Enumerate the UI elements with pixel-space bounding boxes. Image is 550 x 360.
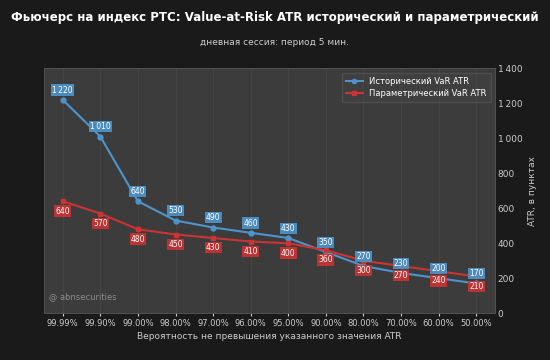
- Text: 400: 400: [281, 248, 295, 257]
- Параметрический VaR ATR: [435, 269, 442, 273]
- Text: 200: 200: [431, 264, 446, 273]
- Text: 450: 450: [168, 240, 183, 249]
- Параметрический VaR ATR: [398, 264, 404, 268]
- Исторический VaR ATR: [285, 236, 292, 240]
- Text: 350: 350: [318, 238, 333, 247]
- Text: 430: 430: [281, 224, 295, 233]
- Text: @ abnsecurities: @ abnsecurities: [48, 292, 116, 301]
- Text: 270: 270: [356, 252, 371, 261]
- Text: 240: 240: [431, 276, 446, 285]
- Параметрический VaR ATR: [322, 248, 329, 252]
- Исторический VaR ATR: [135, 199, 141, 203]
- Параметрический VaR ATR: [248, 239, 254, 244]
- Line: Исторический VaR ATR: Исторический VaR ATR: [60, 98, 478, 286]
- Параметрический VaR ATR: [172, 232, 179, 237]
- Text: 410: 410: [244, 247, 258, 256]
- Исторический VaR ATR: [59, 98, 66, 102]
- Параметрический VaR ATR: [59, 199, 66, 203]
- Исторический VaR ATR: [435, 276, 442, 280]
- Text: 300: 300: [356, 266, 371, 275]
- Text: 360: 360: [318, 256, 333, 265]
- Исторический VaR ATR: [97, 134, 103, 139]
- Параметрический VaR ATR: [135, 227, 141, 231]
- Text: Фьючерс на индекс РТС: Value-at-Risk ATR исторический и параметрический: Фьючерс на индекс РТС: Value-at-Risk ATR…: [11, 12, 539, 24]
- Исторический VaR ATR: [172, 219, 179, 223]
- Text: 1 010: 1 010: [90, 122, 111, 131]
- Исторический VaR ATR: [360, 264, 367, 268]
- Text: 480: 480: [131, 234, 145, 243]
- Text: 640: 640: [131, 187, 145, 196]
- Text: 1 220: 1 220: [52, 86, 73, 95]
- Y-axis label: ATR, в пунктах: ATR, в пунктах: [528, 156, 537, 226]
- Text: 230: 230: [394, 259, 408, 268]
- Text: 490: 490: [206, 213, 221, 222]
- Text: 640: 640: [56, 207, 70, 216]
- Параметрический VaR ATR: [360, 258, 367, 263]
- X-axis label: Вероятность не превышения указанного значения ATR: Вероятность не превышения указанного зна…: [138, 332, 402, 341]
- Line: Параметрический VaR ATR: Параметрический VaR ATR: [60, 199, 478, 279]
- Исторический VaR ATR: [398, 271, 404, 275]
- Text: 210: 210: [469, 282, 483, 291]
- Text: 430: 430: [206, 243, 221, 252]
- Параметрический VaR ATR: [210, 236, 216, 240]
- Text: дневная сессия: период 5 мин.: дневная сессия: период 5 мин.: [201, 37, 349, 46]
- Legend: Исторический VaR ATR, Параметрический VaR ATR: Исторический VaR ATR, Параметрический Va…: [342, 73, 491, 102]
- Text: 270: 270: [394, 271, 408, 280]
- Исторический VaR ATR: [473, 281, 480, 285]
- Text: 170: 170: [469, 269, 483, 278]
- Text: 460: 460: [244, 219, 258, 228]
- Исторический VaR ATR: [248, 231, 254, 235]
- Text: 530: 530: [168, 206, 183, 215]
- Параметрический VaR ATR: [97, 211, 103, 216]
- Параметрический VaR ATR: [285, 241, 292, 246]
- Text: 570: 570: [93, 219, 108, 228]
- Параметрический VaR ATR: [473, 274, 480, 279]
- Исторический VaR ATR: [210, 225, 216, 230]
- Исторический VaR ATR: [322, 250, 329, 254]
